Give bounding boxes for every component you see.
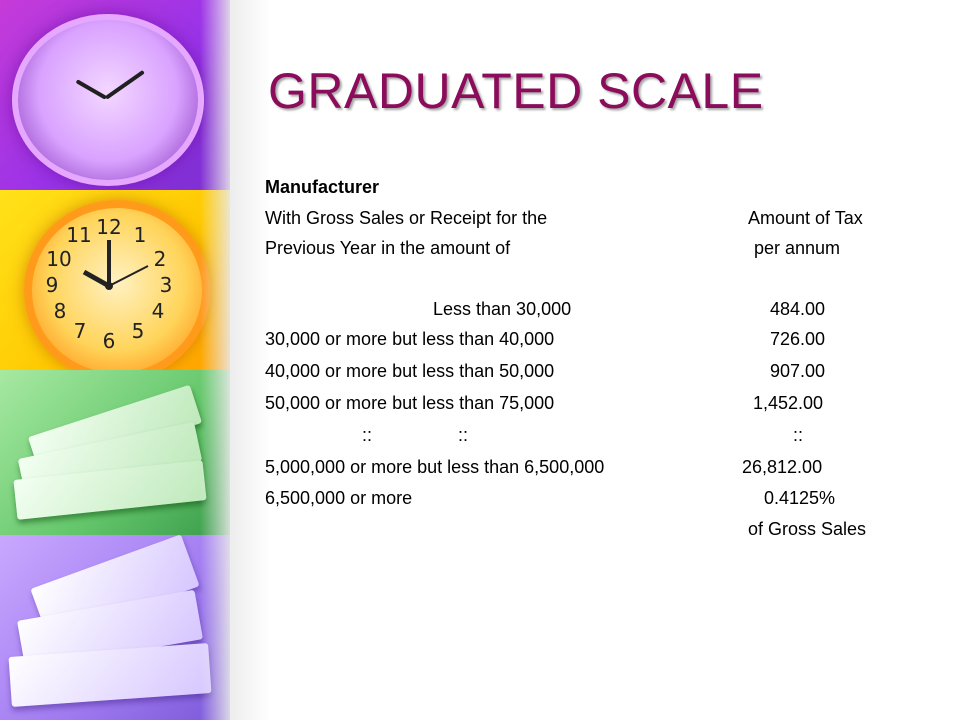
lavender-papers-panel xyxy=(0,535,230,720)
row-range: Less than 30,000 xyxy=(433,299,572,319)
clock-numeral: 9 xyxy=(46,273,59,297)
clock-face-numbers: 12 1 2 3 4 5 6 7 8 9 10 11 xyxy=(46,215,173,353)
slide-title: GRADUATED SCALE xyxy=(268,63,764,119)
clock-hour-hand xyxy=(75,79,107,100)
row-tax: 26,812.00 xyxy=(742,457,823,477)
header-left-line2: Previous Year in the amount of xyxy=(265,238,511,258)
sidebar-fade xyxy=(200,0,270,720)
clock-numeral: 4 xyxy=(152,299,165,323)
purple-clock-panel xyxy=(0,0,230,190)
clock-numeral: 7 xyxy=(74,319,87,343)
row-tax: 1,452.00 xyxy=(753,393,824,413)
orange-clock-icon: 12 1 2 3 4 5 6 7 8 9 10 11 xyxy=(24,200,210,370)
yellow-clock-panel: 12 1 2 3 4 5 6 7 8 9 10 11 xyxy=(0,190,230,370)
row-ellipsis: :: xyxy=(793,425,804,445)
row-ellipsis: :: xyxy=(362,425,373,445)
footnote: of Gross Sales xyxy=(748,519,867,539)
header-left-line1: With Gross Sales or Receipt for the xyxy=(265,208,548,228)
clock-minute-hand xyxy=(104,69,145,100)
row-range: 50,000 or more but less than 75,000 xyxy=(265,393,555,413)
row-range: 6,500,000 or more xyxy=(265,488,413,508)
clock-numeral: 12 xyxy=(96,215,121,239)
row-range: 30,000 or more but less than 40,000 xyxy=(265,329,555,349)
clock-numeral: 1 xyxy=(134,223,147,247)
subtitle: Manufacturer xyxy=(265,177,380,197)
row-ellipsis: :: xyxy=(458,425,469,445)
row-tax: 907.00 xyxy=(770,361,826,381)
clock-numeral: 6 xyxy=(103,329,116,353)
green-papers-panel xyxy=(0,370,230,535)
clock-numeral: 3 xyxy=(160,273,173,297)
row-tax: 726.00 xyxy=(770,329,826,349)
row-tax: 484.00 xyxy=(770,299,826,319)
row-range: 5,000,000 or more but less than 6,500,00… xyxy=(265,457,605,477)
decorative-sidebar: 12 1 2 3 4 5 6 7 8 9 10 11 xyxy=(0,0,230,720)
clock-numeral: 8 xyxy=(54,299,67,323)
clock-numeral: 5 xyxy=(132,319,145,343)
clock-numeral: 2 xyxy=(154,247,167,271)
clock-numeral: 11 xyxy=(66,223,91,247)
purple-clock-icon xyxy=(12,14,204,186)
row-range: 40,000 or more but less than 50,000 xyxy=(265,361,555,381)
header-right-line1: Amount of Tax xyxy=(748,208,863,228)
clock-numeral: 10 xyxy=(46,247,71,271)
row-tax: 0.4125% xyxy=(764,488,836,508)
header-right-line2: per annum xyxy=(754,238,841,258)
